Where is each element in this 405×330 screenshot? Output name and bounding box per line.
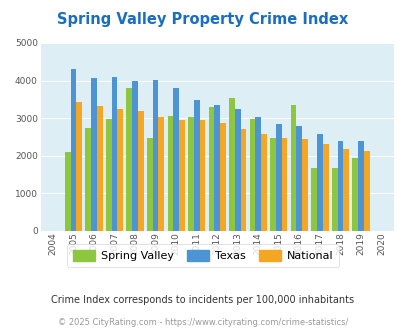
Bar [152, 80, 158, 231]
Bar [76, 102, 82, 231]
Bar [65, 152, 70, 231]
Bar [106, 119, 111, 231]
Bar [331, 168, 337, 231]
Bar [91, 78, 97, 231]
Bar [260, 134, 266, 231]
Bar [240, 129, 246, 231]
Bar [167, 116, 173, 231]
Bar [234, 109, 240, 231]
Bar [363, 151, 369, 231]
Bar [158, 116, 164, 231]
Bar [311, 168, 316, 231]
Bar [132, 81, 138, 231]
Bar [208, 107, 214, 231]
Bar [270, 139, 275, 231]
Bar [193, 100, 199, 231]
Bar [281, 138, 287, 231]
Bar [199, 120, 205, 231]
Bar [322, 144, 328, 231]
Text: Crime Index corresponds to incidents per 100,000 inhabitants: Crime Index corresponds to incidents per… [51, 295, 354, 305]
Bar [275, 124, 281, 231]
Bar [126, 88, 132, 231]
Bar [111, 77, 117, 231]
Bar [188, 117, 193, 231]
Bar [301, 139, 307, 231]
Bar [290, 105, 296, 231]
Text: Spring Valley Property Crime Index: Spring Valley Property Crime Index [57, 12, 348, 26]
Bar [296, 126, 301, 231]
Bar [352, 158, 357, 231]
Bar [220, 123, 225, 231]
Bar [228, 98, 234, 231]
Bar [337, 141, 343, 231]
Bar [343, 149, 348, 231]
Bar [255, 117, 260, 231]
Bar [70, 69, 76, 231]
Bar [357, 141, 363, 231]
Bar [214, 105, 220, 231]
Bar [316, 134, 322, 231]
Text: © 2025 CityRating.com - https://www.cityrating.com/crime-statistics/: © 2025 CityRating.com - https://www.city… [58, 318, 347, 327]
Legend: Spring Valley, Texas, National: Spring Valley, Texas, National [67, 245, 338, 267]
Bar [173, 88, 179, 231]
Bar [97, 106, 102, 231]
Bar [249, 119, 255, 231]
Bar [147, 138, 152, 231]
Bar [138, 111, 143, 231]
Bar [85, 128, 91, 231]
Bar [179, 120, 184, 231]
Bar [117, 109, 123, 231]
